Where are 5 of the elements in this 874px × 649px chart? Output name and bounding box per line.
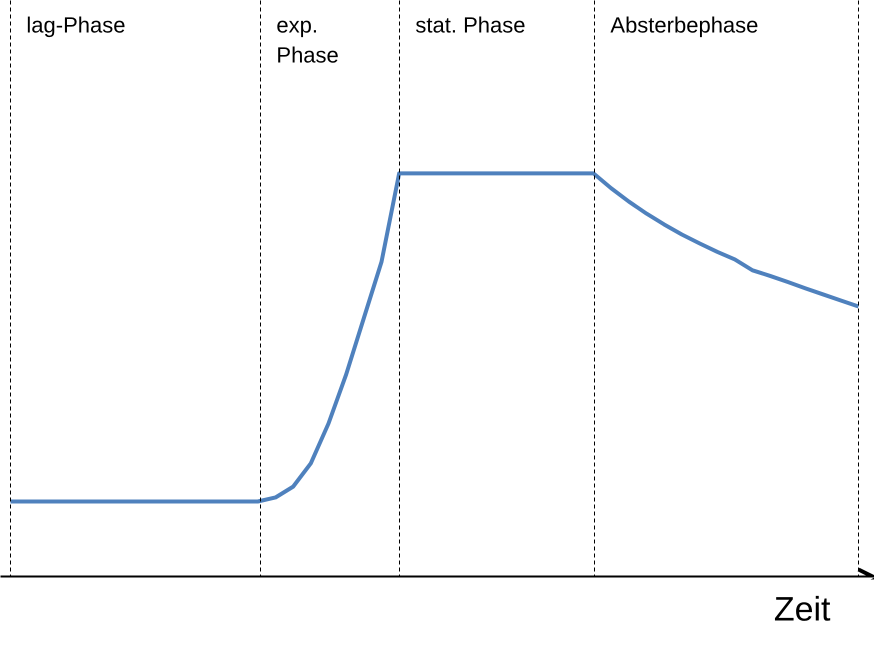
text: lag-Phase bbox=[26, 12, 126, 38]
text: stat. Phase bbox=[415, 12, 526, 38]
text: Absterbephase bbox=[610, 12, 758, 38]
x-axis-title: Zeit bbox=[774, 590, 832, 628]
text: exp. Phase bbox=[276, 12, 339, 68]
